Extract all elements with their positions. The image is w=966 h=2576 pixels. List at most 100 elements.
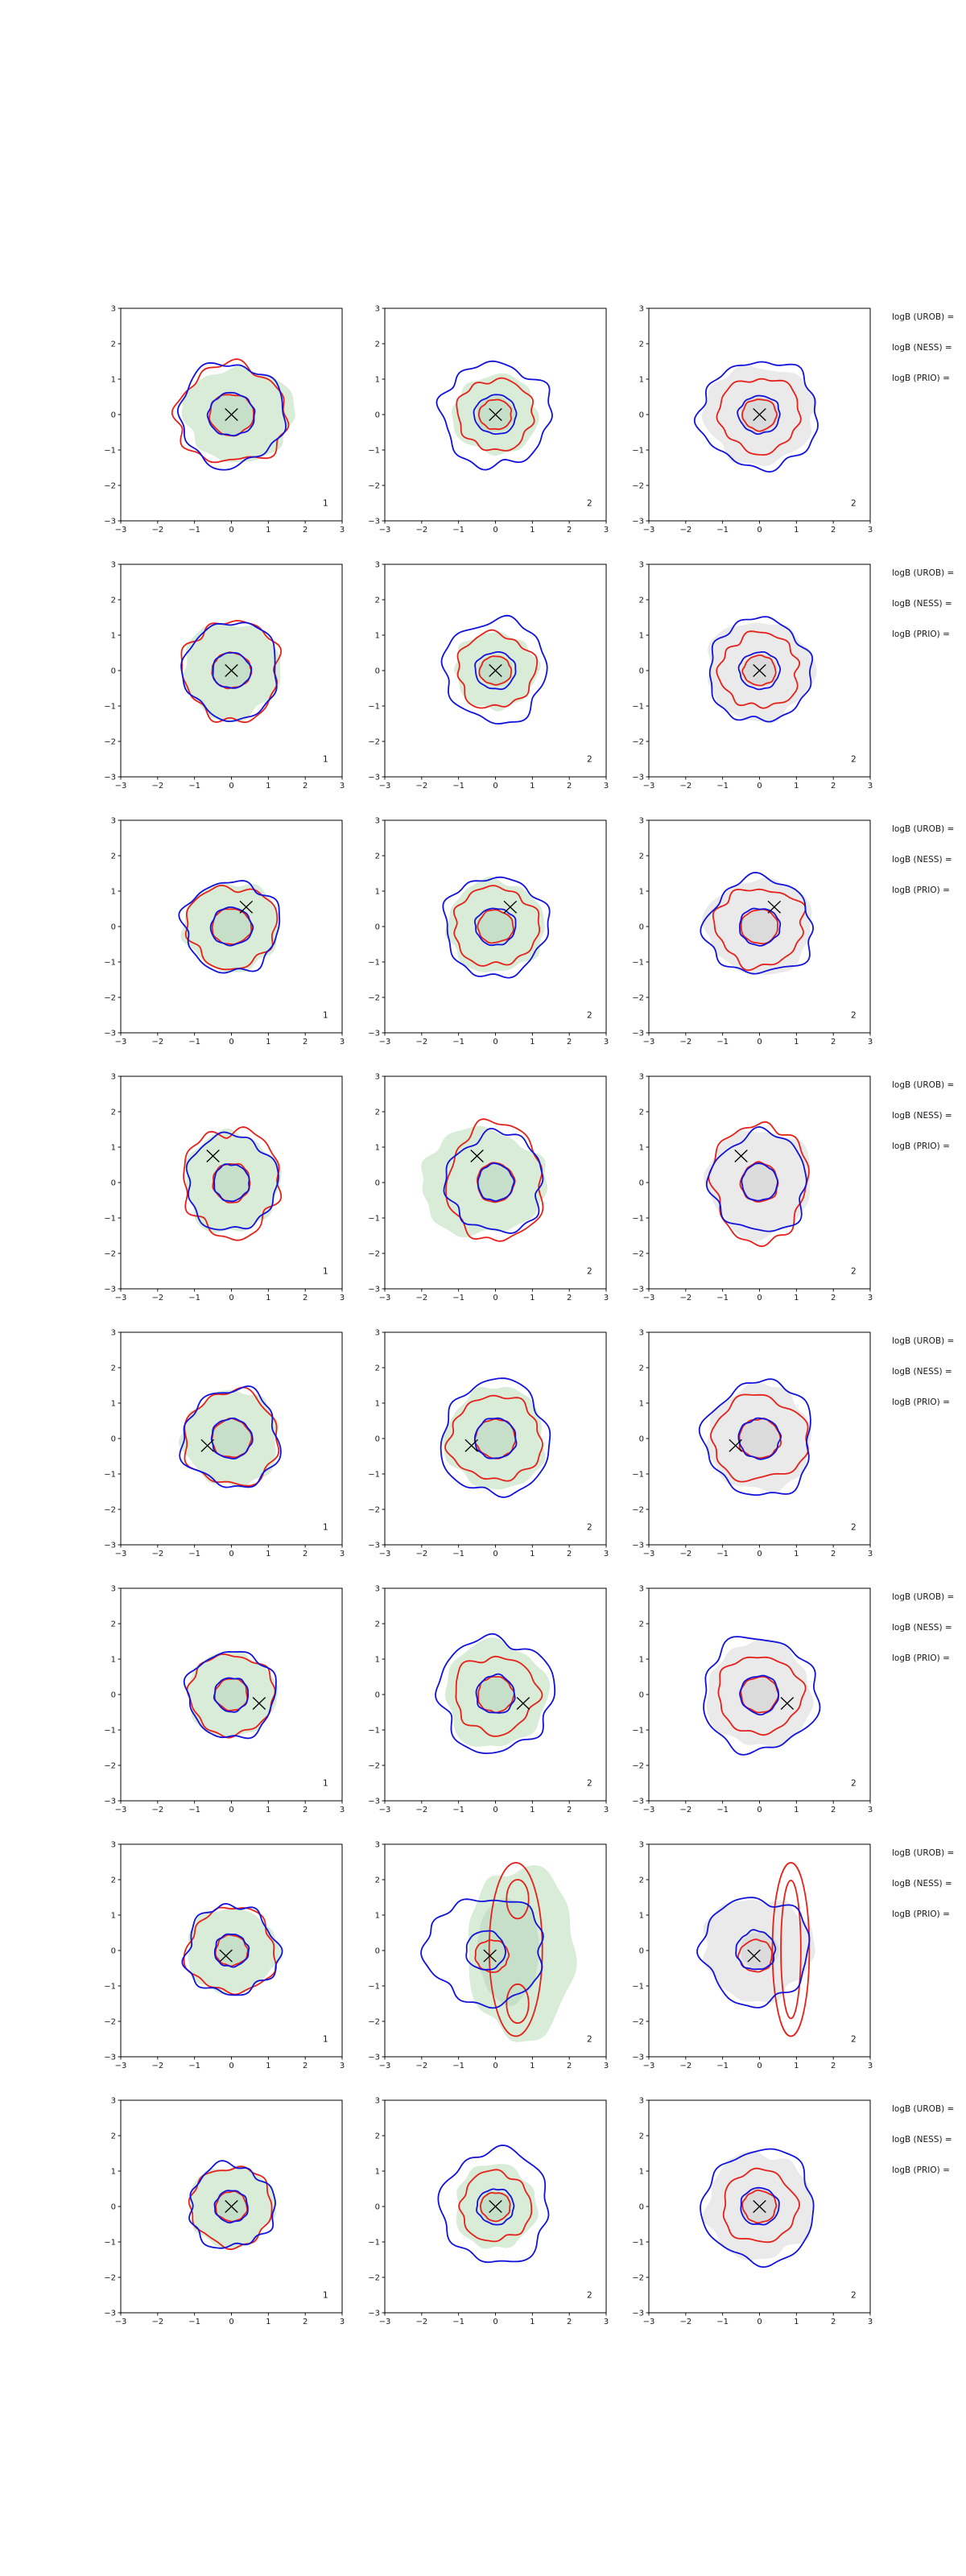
red-contour-inner — [480, 2192, 511, 2223]
x-tick-label: −2 — [415, 1294, 427, 1302]
x-tick-label: −1 — [188, 1294, 200, 1302]
x-tick-label: −2 — [415, 2062, 427, 2070]
y-tick-label: 3 — [639, 1073, 644, 1082]
x-tick-label: 0 — [493, 1038, 497, 1046]
x-tick-label: −1 — [188, 526, 200, 535]
red-contour-inner — [214, 1934, 249, 1967]
blue-contour-inner — [209, 906, 254, 947]
x-tick-label: −2 — [679, 2062, 691, 2070]
blue-contour-inner — [740, 2186, 780, 2226]
red-contour-inner — [212, 1162, 251, 1203]
red-contour-inner — [477, 398, 512, 431]
model-count-label: 2 — [587, 1011, 592, 1021]
logb-urob-label: logB (UROB) = — [892, 1080, 955, 1090]
y-tick-label: 2 — [111, 1364, 116, 1373]
contour-plot-r3c1: 1 −3 −2 −1 0 1 2 3 −3 −2 −1 0 1 2 3 — [104, 817, 345, 1047]
x-tick-label: 0 — [493, 2062, 497, 2070]
x-tick-label: 0 — [493, 526, 497, 535]
blue-contour-outer — [708, 616, 814, 723]
blue-contour-inner — [737, 1417, 782, 1460]
subplot-cell-r1c3: 2 −3 −2 −1 0 1 2 3 −3 −2 −1 0 1 2 3 — [615, 299, 881, 547]
y-tick-label: 0 — [375, 1179, 380, 1188]
subplot-cell-r3c1: 1 −3 −2 −1 0 1 2 3 −3 −2 −1 0 1 2 3 — [87, 811, 353, 1059]
y-tick-label: 1 — [639, 1912, 644, 1921]
subplot-cell-r6c1: 1 −3 −2 −1 0 1 2 3 −3 −2 −1 0 1 2 3 — [87, 1579, 353, 1827]
y-tick-label: 2 — [111, 1108, 116, 1117]
x-tick-label: 1 — [530, 2318, 535, 2326]
x-tick-label: 3 — [868, 2062, 873, 2070]
true-value-x-marker — [225, 664, 238, 677]
x-tick-label: −3 — [115, 2062, 127, 2070]
x-tick-label: 2 — [303, 1550, 308, 1558]
y-tick-label: −2 — [632, 1762, 644, 1771]
true-value-x-marker — [252, 1697, 266, 1710]
y-tick-label: −1 — [632, 2239, 644, 2248]
x-tick-label: −1 — [452, 526, 464, 535]
blue-contour-outer — [700, 2148, 815, 2268]
red-contour-outer — [452, 885, 540, 967]
green-credible-region-core — [214, 1678, 249, 1712]
x-tick-label: −1 — [452, 782, 464, 791]
model-count-label: 1 — [323, 1523, 328, 1533]
x-tick-label: 0 — [757, 1038, 762, 1046]
x-tick-label: −1 — [452, 1550, 464, 1558]
subplot-cell-r8c3: 2 −3 −2 −1 0 1 2 3 −3 −2 −1 0 1 2 3 — [615, 2091, 881, 2339]
y-tick-label: −1 — [104, 447, 116, 456]
blue-contour-outer — [178, 880, 281, 974]
true-value-x-marker — [225, 408, 238, 421]
x-tick-label: 0 — [757, 782, 762, 791]
y-tick-label: 1 — [111, 1656, 116, 1665]
x-tick-label: 3 — [604, 782, 609, 791]
y-tick-label: 0 — [111, 1947, 116, 1956]
red-contour-inner — [477, 1676, 515, 1714]
logb-ness-label: logB (NESS) = — [892, 1367, 952, 1377]
y-tick-label: 2 — [111, 2132, 116, 2141]
x-tick-label: 3 — [604, 1550, 609, 1558]
green-credible-region-core — [476, 1677, 514, 1713]
x-tick-label: 1 — [266, 782, 270, 791]
true-value-x-marker — [753, 2200, 766, 2213]
x-tick-label: 2 — [831, 1294, 836, 1302]
x-tick-label: 1 — [530, 526, 535, 535]
x-tick-label: 0 — [229, 1294, 233, 1302]
y-tick-label: 2 — [639, 852, 644, 861]
model-count-label: 2 — [851, 499, 857, 509]
y-tick-label: 2 — [375, 1108, 380, 1117]
subplot-cell-r3c2: 2 −3 −2 −1 0 1 2 3 −3 −2 −1 0 1 2 3 — [351, 811, 617, 1059]
model-count-label: 2 — [851, 1523, 857, 1533]
blue-contour-inner — [213, 1933, 250, 1968]
red-contour-ellipse — [488, 1861, 543, 2037]
contour-plot-r7c3: 2 −3 −2 −1 0 1 2 3 −3 −2 −1 0 1 2 3 — [632, 1841, 873, 2071]
y-tick-label: 0 — [111, 923, 116, 932]
x-tick-label: −2 — [415, 2318, 427, 2326]
true-value-x-marker — [489, 2200, 502, 2213]
y-tick-label: 3 — [375, 1073, 380, 1082]
x-tick-label: −3 — [379, 2062, 391, 2070]
y-tick-label: −3 — [104, 1542, 116, 1550]
x-tick-label: 2 — [303, 1038, 308, 1046]
x-tick-label: 0 — [229, 2062, 233, 2070]
subplot-cell-r5c3: 2 −3 −2 −1 0 1 2 3 −3 −2 −1 0 1 2 3 — [615, 1323, 881, 1571]
y-tick-label: 0 — [375, 667, 380, 676]
x-tick-label: 0 — [493, 1806, 497, 1814]
model-count-label: 2 — [587, 1267, 592, 1277]
x-tick-label: −3 — [115, 1294, 127, 1302]
logb-label-column-row7: logB (UROB) = logB (NESS) = logB (PRIO) = — [892, 1844, 966, 1941]
y-tick-label: 1 — [375, 1912, 380, 1921]
y-tick-label: 1 — [111, 376, 116, 385]
x-tick-label: 1 — [794, 526, 799, 535]
x-tick-label: 1 — [266, 1294, 270, 1302]
green-credible-region-core — [476, 1162, 515, 1202]
x-tick-label: −3 — [643, 2062, 655, 2070]
y-tick-label: 3 — [639, 817, 644, 826]
x-tick-label: 1 — [266, 526, 270, 535]
x-tick-label: 3 — [340, 1806, 345, 1814]
subplot-cell-r5c1: 1 −3 −2 −1 0 1 2 3 −3 −2 −1 0 1 2 3 — [87, 1323, 353, 1571]
red-contour-outer — [722, 2167, 800, 2244]
logb-label-column-row3: logB (UROB) = logB (NESS) = logB (PRIO) = — [892, 820, 966, 917]
x-tick-label: 1 — [266, 1550, 270, 1558]
y-tick-label: −3 — [368, 1030, 380, 1038]
red-contour-inner — [741, 398, 778, 432]
true-value-x-marker — [780, 1697, 795, 1710]
gray-credible-region-core — [740, 1677, 778, 1713]
